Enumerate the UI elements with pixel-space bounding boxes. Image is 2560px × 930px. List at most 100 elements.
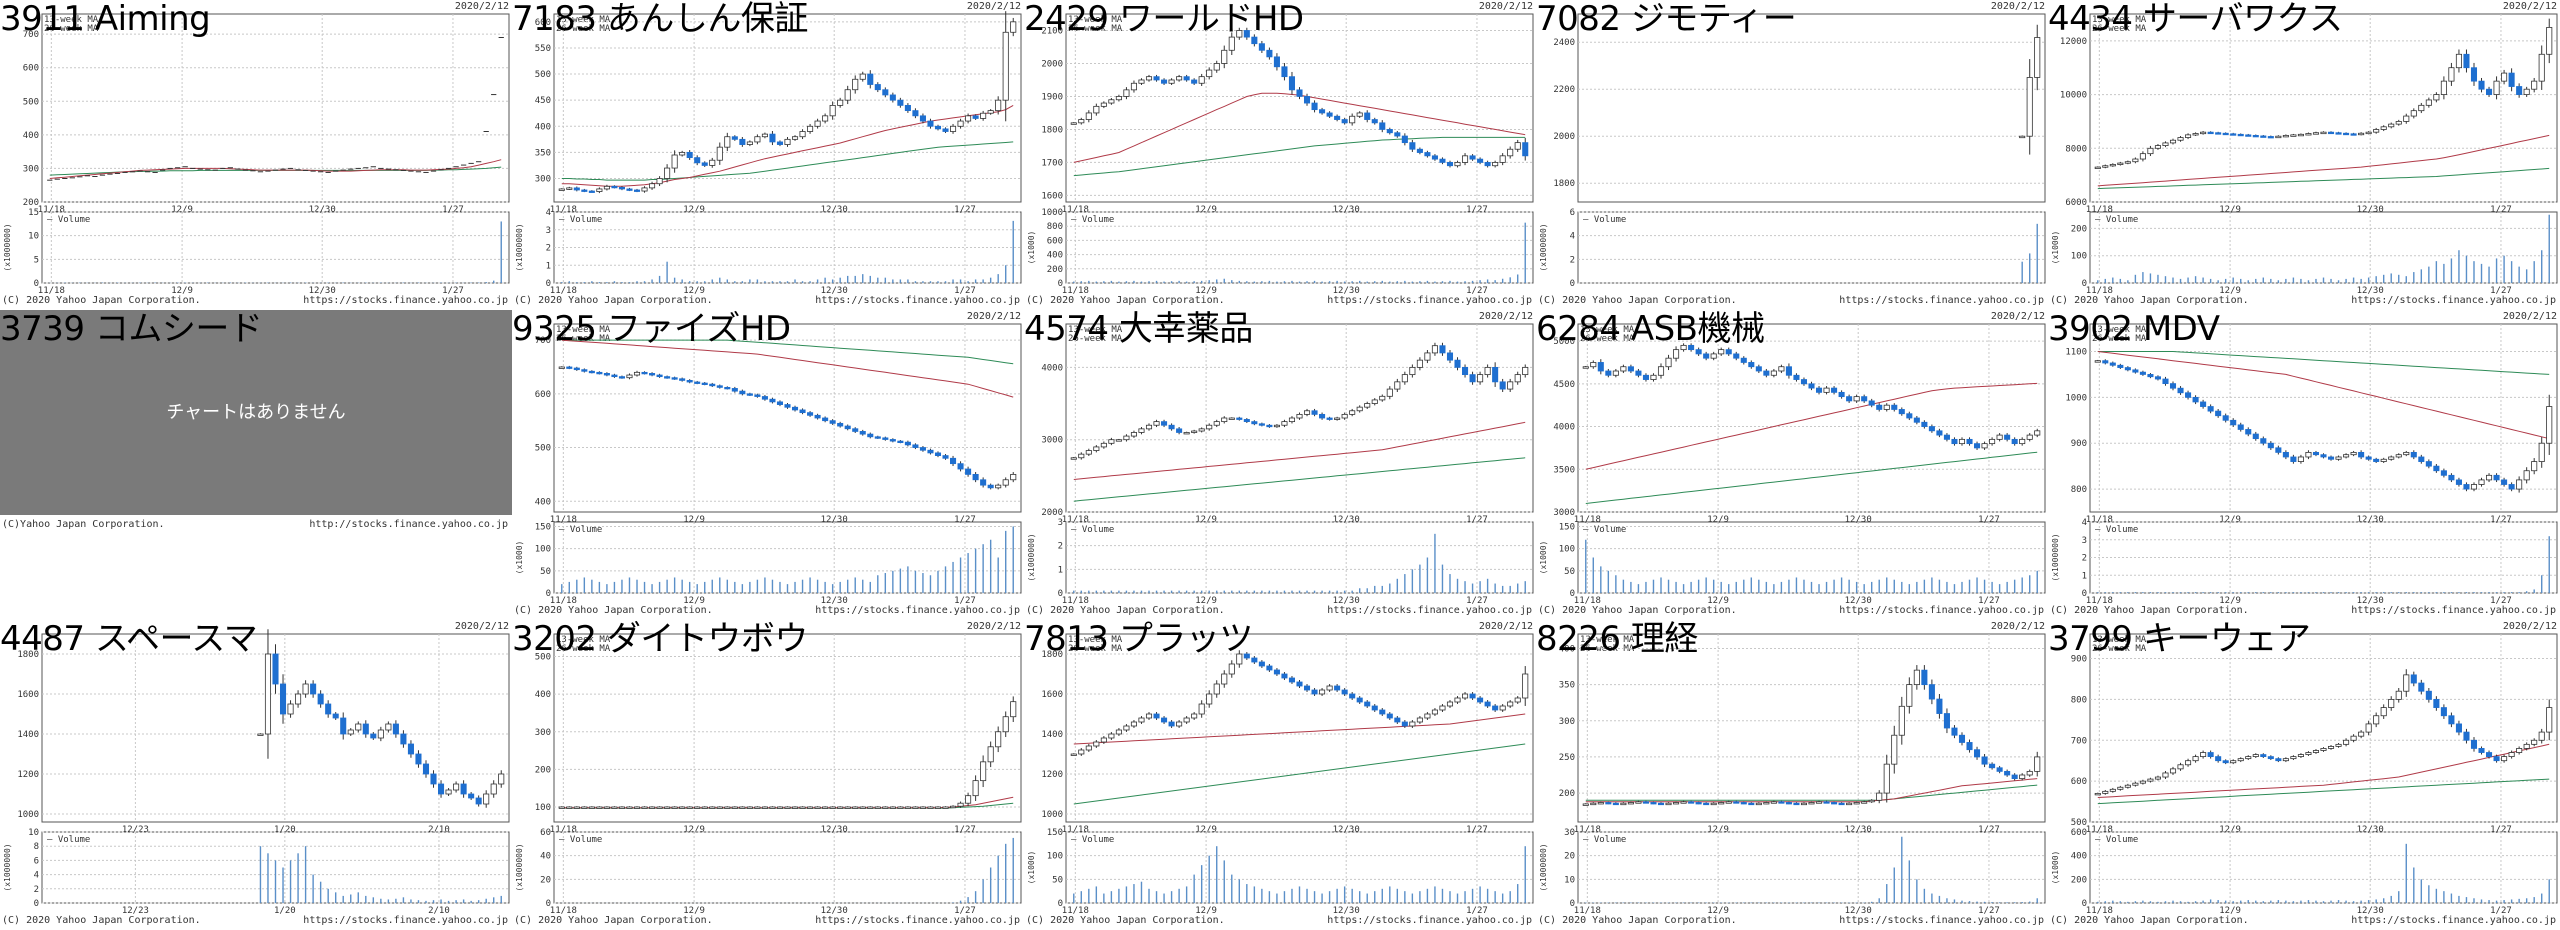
volume-bar (1697, 579, 1700, 593)
stock-chart-panel[interactable]: 2020/2/12 13-week MA 26-week MA 200 250 300 35… (1536, 620, 2048, 930)
volume-bar (1983, 901, 1986, 903)
candle-up (1070, 457, 1077, 460)
volume-date-tick-label: 12/30 (1333, 906, 1360, 916)
candle-down (1974, 443, 1981, 449)
stock-chart-panel[interactable]: 2020/2/12 13-week MA 26-week MA 6000 8000 100… (2048, 0, 2560, 310)
stock-chart-panel[interactable]: 2020/2/12 13-week MA 26-week MA 800 900 1000 1… (2048, 310, 2560, 620)
price-plot-frame (1577, 633, 2046, 823)
volume-bar (1486, 279, 1489, 283)
candle-down (1838, 802, 1845, 806)
candle-down (1161, 421, 1168, 426)
candle-down (1966, 438, 1973, 445)
candle-up (874, 806, 881, 809)
candle-down (2343, 132, 2350, 136)
stock-chart-panel[interactable]: 2020/2/12 13-week MA 26-week MA 100 200 300 40… (512, 620, 1024, 930)
candle-down (927, 449, 934, 454)
candle-down (1349, 693, 1356, 699)
candle-down (2433, 465, 2440, 472)
volume-bar (1140, 281, 1143, 283)
copyright-text: (C) 2020 Yahoo Japan Corporation. (2050, 915, 2249, 926)
price-plot-frame (41, 633, 510, 823)
volume-bar (2345, 278, 2347, 283)
volume-bar (1208, 280, 1210, 283)
ma13-line (1585, 778, 2038, 803)
candle-down (686, 380, 693, 383)
stock-chart-panel[interactable]: 2020/2/12 13-week MA 26-week MA 1600 1700 180… (1024, 0, 1536, 310)
volume-bar (395, 898, 397, 903)
stock-chart-panel[interactable]: 2020/2/12 13-week MA 26-week MA 500 600 700 80… (2048, 620, 2560, 930)
stock-chart-panel[interactable]: 2020/2/12 13-week MA 26-week MA 300 350 400 45… (512, 0, 1024, 310)
volume-bar (1276, 893, 1278, 903)
candle-up (2177, 137, 2184, 141)
volume-date-tick-label: 12/9 (2219, 906, 2241, 916)
stock-chart-panel[interactable]: 2020/2/12 13-week MA 26-week MA 2000 3000 400… (1024, 310, 1536, 620)
candle-up (1590, 802, 1597, 806)
no-chart-background (0, 310, 512, 515)
volume-bar (1125, 886, 1128, 903)
volume-bar (1923, 579, 1926, 593)
source-url-text: https://stocks.finance.yahoo.co.jp (303, 295, 508, 306)
volume-bar (1080, 590, 1082, 593)
candle-down (2260, 135, 2267, 138)
stock-chart-panel[interactable]: 2020/2/12 13-week MA 26-week MA 3000 3500 400… (1536, 310, 2048, 620)
volume-bar (1200, 280, 1203, 283)
stock-chart-panel[interactable]: 2020/2/12 13-week MA 26-week MA 200 300 400 50… (0, 0, 512, 310)
volume-bar (1524, 581, 1526, 593)
candle-down (912, 110, 919, 117)
volume-bar (929, 575, 932, 593)
volume-bar (2262, 901, 2265, 903)
chart-date: 2020/2/12 (455, 1, 509, 12)
volume-bar (779, 581, 781, 593)
candle-down (2169, 383, 2177, 389)
volume-bar (2292, 277, 2295, 283)
price-tick-label: 1700 (1041, 158, 1063, 168)
price-tick-label: 400 (535, 690, 551, 700)
candle-down (611, 374, 618, 378)
volume-bar (2465, 592, 2468, 593)
stock-chart-panel[interactable]: 2020/2/12 1800 2000 2200 2400 0 2 4 6 (x1000000) —… (1536, 0, 2048, 310)
candle-up (1627, 802, 1634, 805)
source-url-text: https://stocks.finance.yahoo.co.jp (815, 605, 1020, 616)
candle-up (1213, 683, 1220, 695)
candle-up (867, 806, 874, 809)
volume-bar (2112, 592, 2114, 593)
candle-up (603, 806, 610, 809)
volume-tick-label: 2 (2082, 554, 2087, 564)
candle-down (769, 398, 776, 403)
stock-chart-panel[interactable]: チャートはありません (C)Yahoo Japan Corporation. htt… (0, 310, 512, 620)
volume-bar (2548, 214, 2550, 283)
candle-up (1145, 424, 1153, 430)
volume-bar (892, 279, 894, 283)
candle-down (1492, 366, 1499, 383)
candle-up (934, 806, 942, 809)
volume-bar (1396, 888, 1399, 903)
price-tick-label: 1000 (17, 810, 39, 820)
volume-date-tick-label: 2/10 (428, 906, 450, 916)
volume-bar (2209, 899, 2212, 903)
date-tick-label: 12/30 (821, 205, 848, 215)
candle-down (2267, 136, 2274, 139)
candle-up (1130, 721, 1137, 727)
volume-bar (2382, 274, 2385, 283)
volume-bar (974, 279, 977, 283)
volume-bar (2270, 900, 2272, 903)
candle-up (1778, 366, 1785, 372)
price-tick-label: 350 (535, 148, 551, 158)
candle-up (1191, 430, 1198, 433)
stock-chart-panel[interactable]: 2020/2/12 1000 1200 1400 1600 1800 12/23 12/23 1… (0, 620, 512, 930)
candle-down (731, 136, 738, 140)
candle-up (1454, 162, 1461, 167)
volume-bar (704, 581, 706, 593)
volume-bar (2495, 592, 2498, 593)
volume-bar (2307, 280, 2310, 283)
price-tick-label: 1400 (1041, 730, 1063, 740)
candle-down (942, 128, 949, 132)
candle-up (2154, 145, 2161, 149)
candle-down (1989, 763, 1996, 769)
stock-chart-panel[interactable]: 2020/2/12 13-week MA 26-week MA 1000 1200 140… (1024, 620, 1536, 930)
candle-up (852, 78, 859, 91)
stock-chart-panel[interactable]: 2020/2/12 13-week MA 26-week MA 400 500 600 70… (512, 310, 1024, 620)
candle-up (1108, 99, 1115, 104)
candle-up (618, 806, 625, 809)
volume-bar (666, 261, 668, 283)
